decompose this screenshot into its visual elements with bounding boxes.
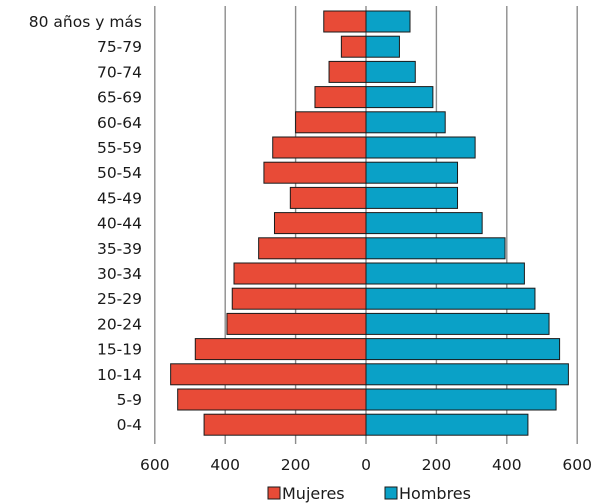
legend: Mujeres Hombres	[267, 484, 471, 503]
bar-hombres-6	[365, 262, 525, 285]
category-label: 0-4	[117, 416, 142, 434]
bar-hombres-4	[365, 312, 550, 335]
bar-mujeres-5	[231, 287, 367, 310]
category-label: 65-69	[97, 89, 142, 107]
bar-mujeres-7	[258, 237, 367, 260]
x-tick-label: 200	[281, 456, 311, 474]
bar-mujeres-10	[263, 161, 367, 184]
legend-label-mujeres: Mujeres	[282, 484, 345, 503]
bar-mujeres-11	[272, 136, 367, 159]
bar-mujeres-6	[233, 262, 367, 285]
bar-mujeres-3	[194, 338, 367, 361]
bar-mujeres-0	[203, 413, 367, 436]
bar-mujeres-2	[170, 363, 367, 386]
bar-mujeres-13	[314, 86, 367, 109]
bar-hombres-14	[365, 60, 416, 83]
x-tick-label: 400	[210, 456, 240, 474]
bar-hombres-2	[365, 363, 569, 386]
bar-mujeres-4	[226, 312, 367, 335]
category-label: 75-79	[97, 38, 142, 56]
bar-hombres-3	[365, 338, 561, 361]
category-label: 45-49	[97, 189, 142, 207]
bar-hombres-12	[365, 111, 446, 134]
category-label: 55-59	[97, 139, 142, 157]
x-tick-label: 600	[140, 456, 170, 474]
bar-hombres-16	[365, 10, 411, 33]
bar-mujeres-15	[340, 35, 367, 58]
category-label: 80 años y más	[29, 13, 142, 31]
bar-mujeres-16	[323, 10, 367, 33]
bar-hombres-0	[365, 413, 529, 436]
x-tick-label: 0	[361, 456, 371, 474]
bar-hombres-10	[365, 161, 459, 184]
bar-hombres-7	[365, 237, 506, 260]
category-label: 10-14	[97, 366, 142, 384]
bar-mujeres-9	[289, 186, 367, 209]
bar-hombres-15	[365, 35, 400, 58]
bar-mujeres-14	[328, 60, 367, 83]
category-label: 50-54	[97, 164, 142, 182]
bar-mujeres-8	[273, 212, 367, 235]
category-label: 30-34	[97, 265, 142, 283]
bar-hombres-8	[365, 212, 483, 235]
bar-hombres-13	[365, 86, 434, 109]
bar-mujeres-1	[177, 388, 367, 411]
bar-hombres-11	[365, 136, 476, 159]
category-label: 15-19	[97, 341, 142, 359]
x-tick-label: 200	[422, 456, 452, 474]
legend-swatch-mujeres	[267, 486, 281, 500]
x-axis-tick-labels: 600 400 200 0 200 400 600	[140, 456, 592, 474]
x-tick-label: 400	[492, 456, 522, 474]
bar-hombres-5	[365, 287, 536, 310]
category-label: 35-39	[97, 240, 142, 258]
category-labels: 0-4 5-9 10-14 15-19 20-24 25-29 30-34 35-39 40-4…	[29, 13, 142, 434]
category-label: 25-29	[97, 290, 142, 308]
x-tick-label: 600	[562, 456, 592, 474]
bar-hombres-1	[365, 388, 557, 411]
category-label: 5-9	[117, 391, 142, 409]
legend-label-hombres: Hombres	[399, 484, 471, 503]
bars	[170, 10, 569, 436]
bar-mujeres-12	[295, 111, 367, 134]
category-label: 60-64	[97, 114, 142, 132]
category-label: 70-74	[97, 63, 142, 81]
bar-hombres-9	[365, 186, 459, 209]
category-label: 20-24	[97, 315, 142, 333]
legend-swatch-hombres	[384, 486, 398, 500]
category-label: 40-44	[97, 215, 142, 233]
